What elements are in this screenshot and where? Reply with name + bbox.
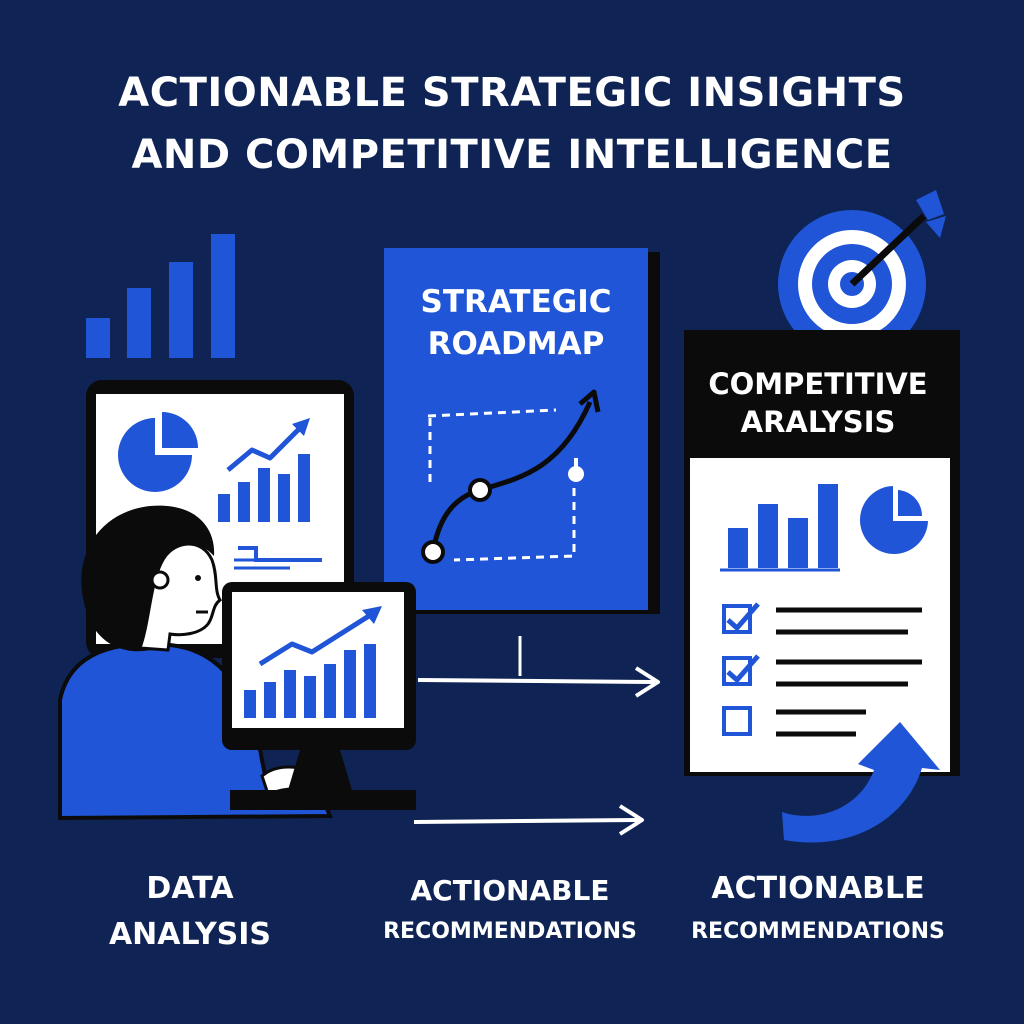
bar-chart-icon: [244, 644, 376, 718]
label-left-line-2: ANALYSIS: [108, 917, 272, 952]
checklist-item: [722, 706, 866, 737]
strategic-roadmap-card: STRATEGIC ROADMAP: [384, 248, 660, 614]
checkmark-icon: [726, 602, 760, 632]
roadmap-path: [421, 389, 601, 564]
roadmap-title-line-2: ROADMAP: [428, 326, 605, 362]
analysis-title-line-1: COMPETITIVE: [708, 367, 927, 401]
text-lines-icon: [234, 546, 322, 570]
competitive-analysis-card: COMPETITIVE ARALYSIS: [684, 330, 960, 776]
checkbox-icon: [722, 604, 752, 634]
checkbox-icon: [722, 656, 752, 686]
title-line-2: AND COMPETITIVE INTELLIGENCE: [131, 132, 893, 178]
label-data-analysis: DATA ANALYSIS: [100, 866, 280, 958]
curved-arrow-icon: [782, 722, 940, 843]
target-icon: [778, 190, 946, 358]
arrow-right-icon: [413, 804, 644, 836]
label-actionable-recommendations-right: ACTIONABLE RECOMMENDATIONS: [668, 866, 968, 952]
checkbox-icon: [722, 706, 752, 736]
bar-chart-icon: [720, 484, 840, 572]
analysis-title-line-2: ARALYSIS: [741, 405, 896, 439]
checklist-item: [722, 602, 922, 635]
pie-chart-icon: [118, 412, 198, 492]
label-middle-line-1: ACTIONABLE: [410, 874, 610, 907]
label-right-line-1: ACTIONABLE: [711, 871, 925, 906]
checklist-item: [722, 654, 922, 687]
label-left-line-1: DATA: [146, 871, 234, 906]
front-monitor: [222, 582, 416, 810]
trend-arrow-icon: [226, 418, 310, 472]
pie-chart-icon: [860, 484, 930, 554]
arrow-right-icon: [417, 666, 660, 698]
label-middle-line-2: RECOMMENDATIONS: [383, 919, 637, 944]
roadmap-title-line-1: STRATEGIC: [421, 284, 612, 320]
checkmark-icon: [726, 654, 760, 684]
analyst-person: [58, 505, 333, 821]
title-line-1: ACTIONABLE STRATEGIC INSIGHTS: [118, 70, 906, 116]
checklist: [722, 602, 922, 737]
label-right-line-2: RECOMMENDATIONS: [691, 919, 945, 944]
page-title: ACTIONABLE STRATEGIC INSIGHTS AND COMPET…: [0, 62, 1024, 186]
label-actionable-recommendations-middle: ACTIONABLE RECOMMENDATIONS: [360, 870, 660, 952]
trend-arrow-icon: [258, 606, 382, 667]
bar-chart-icon: [86, 234, 235, 358]
bar-chart-icon: [218, 454, 310, 522]
